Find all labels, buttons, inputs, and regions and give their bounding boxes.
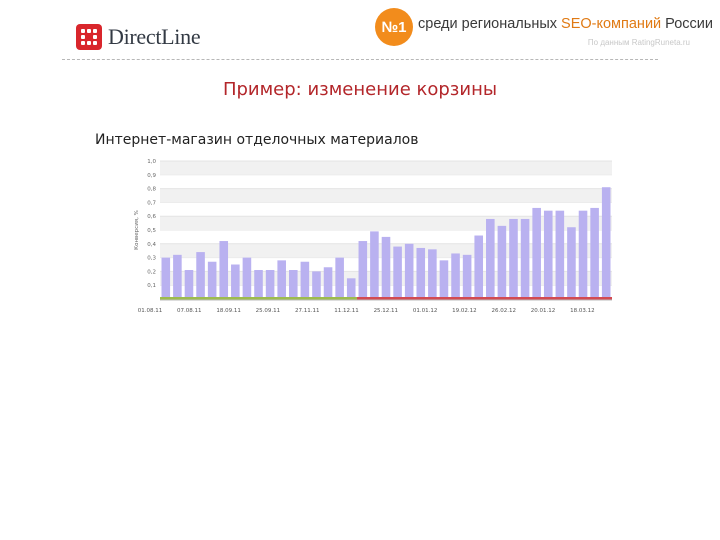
logo-text: DirectLine [108, 24, 201, 49]
grid-band [160, 188, 612, 203]
chart-bar [532, 207, 541, 299]
tagline-post: России [661, 16, 713, 32]
chart-bar [370, 231, 379, 299]
chart-bar [173, 254, 182, 299]
x-tick-label: 18.03.12 [570, 308, 595, 314]
slide-title: Пример: изменение корзины [222, 79, 498, 100]
x-tick-label: 19.02.12 [452, 308, 477, 314]
chart-bar [590, 207, 599, 299]
x-tick-label: 01.01.12 [413, 308, 438, 314]
chart-bar [520, 218, 530, 299]
chart-bar [161, 257, 171, 299]
x-tick-label: 11.12.11 [334, 308, 359, 314]
header-divider [62, 59, 658, 60]
y-tick-label: 0,9 [147, 173, 156, 179]
chart-bar [509, 218, 518, 299]
tagline-pre: среди региональных [418, 16, 562, 32]
chart-bar [254, 270, 263, 299]
baseline-after [357, 297, 612, 300]
chart-bar [578, 210, 588, 299]
y-tick-label: 0,1 [147, 283, 156, 289]
x-tick-label: 27.11.11 [295, 308, 320, 314]
chart-bar [404, 243, 414, 299]
chart-bar [416, 247, 426, 299]
y-tick-label: 0,6 [147, 214, 156, 220]
tagline-accent: SEO-компаний [561, 16, 662, 32]
y-tick-label: 0,7 [147, 200, 156, 206]
directline-logo[interactable]: DirectLine [76, 22, 201, 52]
y-axis-label: Конверсия, % [134, 210, 140, 250]
chart-bar [335, 257, 344, 299]
chart-bar [474, 235, 484, 299]
chart-bar [393, 246, 402, 299]
x-tick-label: 18.09.11 [216, 308, 241, 314]
chart-bar [543, 210, 553, 299]
y-tick-label: 0,3 [147, 256, 156, 262]
chart-bar [242, 257, 252, 299]
y-tick-label: 0,8 [147, 187, 156, 193]
y-tick-label: 0,5 [147, 228, 156, 234]
grid-band [160, 161, 612, 175]
chart-bar [486, 218, 495, 299]
x-tick-label: 25.09.11 [256, 308, 280, 314]
chart-bar [358, 241, 368, 299]
x-tick-label: 20.01.12 [531, 308, 556, 314]
chart-bar [184, 270, 194, 299]
chart-bar [219, 241, 229, 299]
chart-bar [439, 260, 449, 299]
chart-bar [601, 187, 611, 299]
y-tick-label: 1,0 [147, 159, 156, 165]
rating-source: По данным RatingRuneta.ru [587, 38, 690, 47]
tagline: среди региональных SEO-компаний России [418, 16, 713, 32]
chart-bar [231, 264, 240, 299]
chart-bar [300, 261, 310, 299]
y-tick-label: 0,4 [147, 242, 156, 248]
chart-bar [497, 225, 507, 299]
chart-bar [207, 261, 217, 299]
chart-bar [265, 270, 275, 299]
chart-bar [323, 267, 333, 299]
rank-badge: №1 [375, 8, 413, 46]
x-tick-label: 26.02.12 [491, 308, 516, 314]
chart-bar [312, 271, 321, 299]
chart-bar [381, 236, 391, 299]
chart-bar [277, 260, 286, 299]
chart-bar [567, 227, 576, 299]
x-tick-label: 01.08.11 [138, 308, 163, 314]
chart-bar [462, 254, 472, 299]
chart-bar [346, 278, 356, 299]
x-tick-label: 07.08.11 [177, 308, 202, 314]
x-tick-label: 25.12.11 [374, 308, 399, 314]
y-tick-label: 0,2 [147, 269, 156, 275]
chart-bar [288, 270, 298, 299]
logo-mark-icon [76, 24, 102, 50]
chart-bar [555, 210, 565, 299]
chart-bar [196, 252, 205, 299]
slide-subtitle: Интернет-магазин отделочных материалов [95, 132, 419, 148]
chart-bar [428, 249, 437, 299]
chart-bar [451, 253, 460, 299]
baseline-before [160, 297, 358, 300]
conversion-bar-chart: 0,1 0,2 0,3 0,4 0,5 0,6 0,7 0,8 0,9 1,0 Конверсия,… [134, 159, 612, 314]
